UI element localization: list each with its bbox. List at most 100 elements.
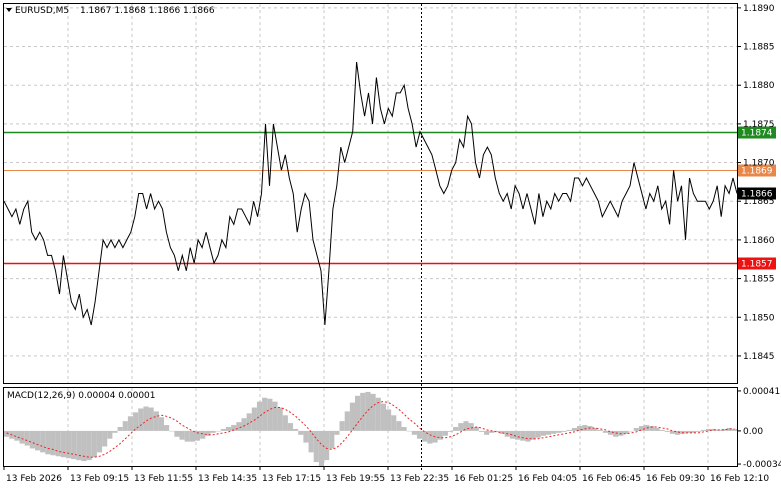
macd-histogram-bar xyxy=(566,429,572,431)
macd-histogram-bar xyxy=(179,430,185,440)
macd-histogram-bar xyxy=(45,430,51,455)
macd-histogram-bar xyxy=(4,430,10,437)
macd-histogram-bar xyxy=(153,411,159,431)
price-tick-label: 1.1880 xyxy=(743,81,775,91)
horizontal-levels: 1.1874 1.1869 1.1857 xyxy=(4,126,776,270)
macd-histogram-bar xyxy=(437,430,443,440)
macd-histogram-bar xyxy=(478,430,485,432)
macd-histogram-bar xyxy=(55,430,61,457)
macd-histogram-bar xyxy=(324,430,330,461)
macd-tick-label: 0.00041 xyxy=(743,387,780,397)
dropdown-triangle-icon[interactable] xyxy=(6,8,12,12)
macd-histogram-bar xyxy=(453,427,459,431)
time-tick-label: 13 Feb 2026 xyxy=(6,474,62,484)
macd-histogram-bar xyxy=(86,430,92,461)
macd-histogram-bar xyxy=(401,427,407,431)
macd-signal-line xyxy=(6,401,735,458)
macd-histogram-bar xyxy=(318,430,325,466)
level-price-label: 1.1869 xyxy=(741,167,773,177)
price-tick-label: 1.1845 xyxy=(743,352,775,362)
price-tick-label: 1.1855 xyxy=(743,275,775,285)
macd-histogram-bar xyxy=(535,430,541,438)
price-tick-label: 1.1875 xyxy=(743,120,775,130)
macd-histogram-bar xyxy=(442,430,448,436)
macd-histogram-bar xyxy=(463,421,469,431)
macd-histogram-bar xyxy=(649,426,655,431)
macd-histogram-bar xyxy=(659,429,665,431)
macd-histogram-bar xyxy=(556,430,562,433)
time-tick-label: 13 Feb 11:55 xyxy=(134,474,193,484)
macd-histogram-bar xyxy=(14,430,20,441)
price-axis: 1.18901.18851.18801.18751.18701.18651.18… xyxy=(737,4,775,362)
macd-histogram-bar xyxy=(40,430,46,453)
macd-histogram-bar xyxy=(287,423,294,431)
macd-histogram xyxy=(4,391,737,466)
macd-header-label: MACD(12,26,9) 0.00004 0.00001 xyxy=(7,391,156,401)
macd-signal-path xyxy=(6,401,735,458)
price-tick-label: 1.1860 xyxy=(743,236,775,246)
macd-histogram-bar xyxy=(690,430,696,433)
macd-histogram-bar xyxy=(597,429,603,431)
ohlc-label: 1.1867 1.1868 1.1866 1.1866 xyxy=(80,6,215,16)
level-price-tag xyxy=(738,164,776,177)
price-grid xyxy=(4,4,737,383)
macd-histogram-bar xyxy=(107,430,113,439)
macd-histogram-bar xyxy=(499,430,505,434)
macd-histogram-bar xyxy=(34,430,41,451)
macd-histogram-bar xyxy=(638,426,645,431)
macd-histogram-bar xyxy=(675,430,681,435)
macd-histogram-bar xyxy=(246,413,252,431)
macd-histogram-bar xyxy=(623,430,629,434)
macd-histogram-bar xyxy=(262,397,268,431)
macd-histogram-bar xyxy=(592,427,598,431)
macd-histogram-bar xyxy=(607,430,614,435)
time-tick-label: 16 Feb 04:05 xyxy=(518,474,577,484)
time-tick-label: 13 Feb 22:35 xyxy=(390,474,449,484)
level-price-label: 1.1874 xyxy=(741,129,773,139)
macd-histogram-bar xyxy=(71,430,77,460)
macd-histogram-bar xyxy=(628,430,634,432)
macd-histogram-bar xyxy=(551,430,557,434)
macd-histogram-bar xyxy=(509,430,516,439)
macd-histogram-bar xyxy=(164,425,170,431)
macd-histogram-bar xyxy=(540,430,547,436)
macd-histogram-bar xyxy=(256,401,263,431)
time-tick-label: 13 Feb 14:35 xyxy=(198,474,257,484)
macd-histogram-bar xyxy=(143,406,149,431)
macd-histogram-bar xyxy=(308,430,314,453)
macd-histogram-bar xyxy=(81,430,87,462)
level-price-label: 1.1857 xyxy=(741,260,773,270)
level-price-tag xyxy=(738,257,776,270)
macd-histogram-bar xyxy=(561,430,567,432)
time-tick-label: 16 Feb 01:25 xyxy=(454,474,513,484)
macd-histogram-bar xyxy=(138,408,144,431)
macd-histogram-bar xyxy=(127,416,134,431)
macd-histogram-bar xyxy=(303,430,309,443)
time-axis: 13 Feb 2026 13 Feb 09:15 13 Feb 11:55 13 Fe… xyxy=(3,466,769,484)
macd-histogram-bar xyxy=(349,402,356,431)
macd-histogram-bar xyxy=(91,430,97,458)
macd-histogram-bar xyxy=(339,421,345,431)
macd-histogram-bar xyxy=(298,430,304,435)
macd-histogram-bar xyxy=(669,430,676,434)
macd-histogram-bar xyxy=(205,430,211,436)
macd-histogram-bar xyxy=(236,422,242,431)
macd-histogram-bar xyxy=(726,427,732,431)
macd-histogram-bar xyxy=(447,430,454,432)
macd-histogram-bar xyxy=(680,430,686,434)
macd-histogram-bar xyxy=(416,430,423,439)
macd-histogram-bar xyxy=(215,430,221,432)
macd-histogram-bar xyxy=(158,417,165,431)
macd-histogram-bar xyxy=(194,430,201,441)
macd-histogram-bar xyxy=(530,430,536,440)
macd-histogram-bar xyxy=(411,430,417,435)
macd-histogram-bar xyxy=(50,430,56,456)
chart-header: EURUSD,M5 1.1867 1.1868 1.1866 1.1866 xyxy=(6,6,215,16)
macd-histogram-bar xyxy=(225,427,232,431)
macd-histogram-bar xyxy=(122,421,128,431)
macd-histogram-bar xyxy=(210,430,216,433)
price-series: 1.1866 xyxy=(3,61,776,326)
macd-tick-label: -0.00034 xyxy=(743,460,781,470)
macd-tick-label: 0.00 xyxy=(743,427,763,437)
macd-histogram-bar xyxy=(484,430,490,435)
